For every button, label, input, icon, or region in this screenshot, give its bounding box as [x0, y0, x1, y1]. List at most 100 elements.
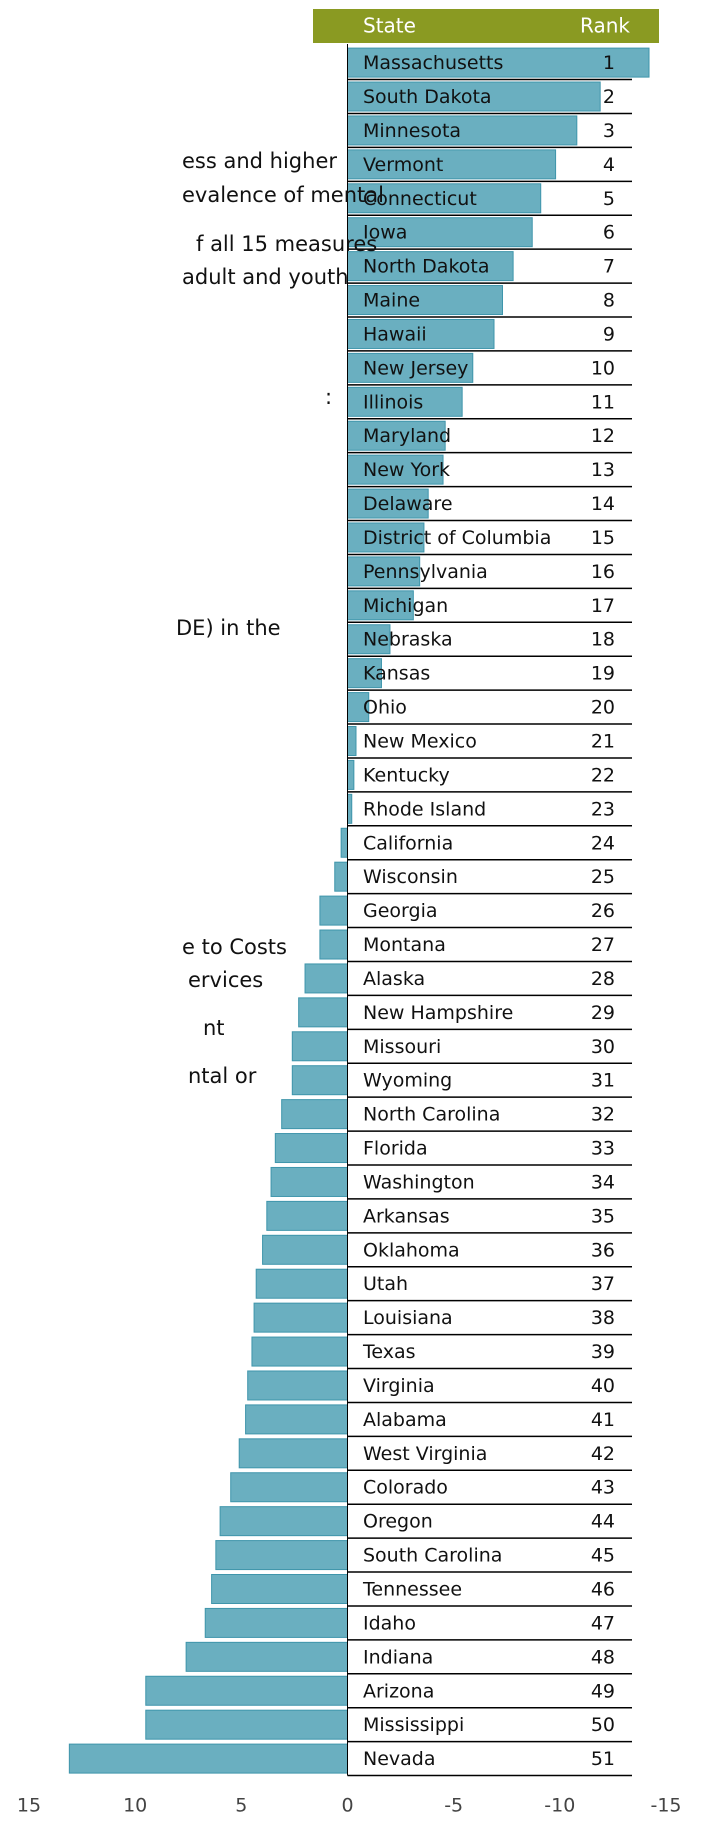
- state-label: Delaware: [363, 493, 453, 515]
- bar: [185, 1641, 348, 1672]
- state-label: Maine: [363, 290, 420, 312]
- state-label: Texas: [362, 1341, 416, 1363]
- rank-label: 46: [591, 1579, 615, 1601]
- rank-label: 5: [603, 188, 615, 210]
- bar: [255, 1268, 348, 1299]
- bar: [145, 1709, 348, 1740]
- rank-label: 7: [603, 256, 615, 278]
- rank-label: 25: [591, 866, 615, 888]
- bar: [319, 895, 348, 926]
- state-label: Nevada: [363, 1748, 436, 1770]
- rank-label: 10: [591, 357, 615, 379]
- rank-label: 17: [591, 595, 615, 617]
- bar: [291, 1031, 348, 1062]
- state-label: Hawaii: [363, 323, 427, 345]
- annotation: nt: [203, 1016, 225, 1040]
- rank-label: 15: [591, 527, 615, 549]
- rank-label: 51: [591, 1748, 615, 1770]
- rank-label: 41: [591, 1409, 615, 1431]
- bar: [215, 1540, 348, 1571]
- bar: [347, 488, 429, 519]
- rank-label: 1: [603, 52, 615, 74]
- bar: [281, 1099, 348, 1130]
- state-label: New Mexico: [363, 731, 477, 753]
- state-label: Louisiana: [363, 1307, 453, 1329]
- bar: [334, 861, 349, 892]
- state-label: Kentucky: [363, 764, 450, 786]
- annotation: e to Costs: [182, 935, 287, 959]
- state-label: Pennsylvania: [363, 561, 488, 583]
- state-label: South Carolina: [363, 1545, 502, 1567]
- rank-label: 22: [591, 764, 615, 786]
- annotation: DE) in the: [176, 616, 281, 640]
- bar: [204, 1607, 348, 1638]
- bar: [266, 1200, 348, 1231]
- state-label: Indiana: [363, 1646, 433, 1668]
- x-tick-label: 0: [341, 1795, 353, 1817]
- table-header: [313, 9, 659, 43]
- bar: [145, 1675, 348, 1706]
- rank-label: 49: [591, 1680, 615, 1702]
- state-label: California: [363, 832, 453, 854]
- state-label: Ohio: [363, 697, 407, 719]
- bar: [347, 590, 414, 621]
- column-header: Rank: [580, 14, 630, 38]
- rank-label: 16: [591, 561, 615, 583]
- state-label: South Dakota: [363, 86, 492, 108]
- bar: [247, 1370, 349, 1401]
- annotation: evalence of mental: [182, 183, 384, 207]
- rank-label: 40: [591, 1375, 615, 1397]
- rank-label: 45: [591, 1545, 615, 1567]
- bar: [347, 217, 533, 248]
- bar: [230, 1472, 348, 1503]
- rank-label: 14: [591, 493, 615, 515]
- x-tick-label: 10: [123, 1795, 147, 1817]
- state-label: Tennessee: [362, 1579, 462, 1601]
- state-label: Florida: [363, 1138, 428, 1160]
- bar: [274, 1133, 349, 1164]
- bar: [245, 1404, 348, 1435]
- rank-label: 33: [591, 1138, 615, 1160]
- state-label: Washington: [363, 1171, 475, 1193]
- column-header: State: [363, 14, 416, 38]
- bar: [68, 1743, 349, 1774]
- x-tick-label: -15: [650, 1795, 681, 1817]
- state-label: Idaho: [363, 1612, 416, 1634]
- state-label: Michigan: [363, 595, 448, 617]
- bar: [347, 624, 391, 655]
- bar: [291, 1065, 348, 1096]
- bar: [347, 81, 601, 112]
- rank-label: 36: [591, 1239, 615, 1261]
- rank-label: 50: [591, 1714, 615, 1736]
- bar: [347, 522, 425, 553]
- rank-label: 28: [591, 968, 615, 990]
- state-label: Minnesota: [363, 120, 461, 142]
- rank-label: 26: [591, 900, 615, 922]
- bar: [347, 251, 514, 282]
- rank-label: 24: [591, 832, 615, 854]
- state-label: Alaska: [363, 968, 425, 990]
- rank-label: 42: [591, 1443, 615, 1465]
- state-label: Rhode Island: [363, 798, 486, 820]
- rank-label: 2: [603, 86, 615, 108]
- x-tick-label: -5: [444, 1795, 463, 1817]
- state-label: Nebraska: [363, 629, 453, 651]
- bar: [238, 1438, 349, 1469]
- state-label: Mississippi: [363, 1714, 464, 1736]
- state-label: New York: [363, 459, 450, 481]
- rank-label: 31: [591, 1070, 615, 1092]
- bar: [347, 47, 650, 78]
- rank-label: 38: [591, 1307, 615, 1329]
- rank-label: 29: [591, 1002, 615, 1024]
- rank-label: 34: [591, 1171, 615, 1193]
- rank-label: 9: [603, 323, 615, 345]
- x-tick-label: -10: [544, 1795, 575, 1817]
- rank-label: 35: [591, 1205, 615, 1227]
- state-label: West Virginia: [363, 1443, 487, 1465]
- rank-label: 21: [591, 731, 615, 753]
- state-label: Arizona: [363, 1680, 434, 1702]
- bar: [347, 793, 353, 824]
- bar: [347, 115, 578, 146]
- state-label: Vermont: [363, 154, 443, 176]
